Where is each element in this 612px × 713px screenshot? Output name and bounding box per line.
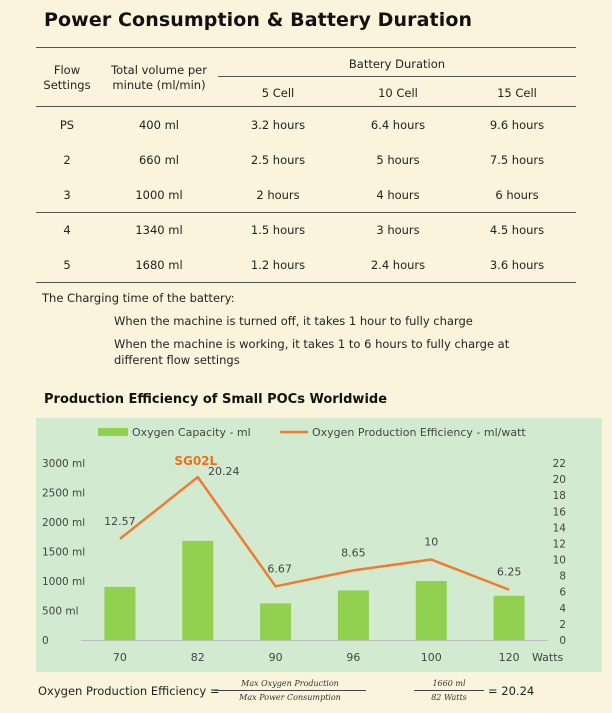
- flow-cell: 5: [63, 258, 71, 272]
- category-label: 90: [269, 651, 283, 664]
- charging-heading: The Charging time of the battery:: [42, 291, 235, 305]
- cell-5-duration: 1.2 hours: [250, 258, 306, 272]
- header-5-cell: 5 Cell: [261, 86, 295, 100]
- annotation-label: SG02L: [174, 454, 217, 468]
- category-label: 82: [191, 651, 205, 664]
- charging-off-note: When the machine is turned off, it takes…: [114, 314, 473, 328]
- right-tick-label: 4: [559, 603, 566, 615]
- cell-10-duration: 5 hours: [376, 153, 420, 167]
- volume-cell: 1000 ml: [135, 188, 183, 202]
- left-tick-label: 0: [42, 635, 49, 647]
- right-tick-label: 20: [553, 474, 566, 486]
- category-label: 70: [113, 651, 127, 664]
- table-bottom-rule: [36, 282, 576, 283]
- formula-value-numerator: 1660 ml: [432, 679, 466, 688]
- header-15-cell: 15 Cell: [497, 86, 537, 100]
- charging-working-note: When the machine is working, it takes 1 …: [114, 337, 510, 367]
- cell-15-duration: 4.5 hours: [489, 223, 545, 237]
- right-tick-label: 22: [553, 458, 566, 470]
- group-header-rule: [218, 76, 576, 77]
- bar: [493, 595, 525, 640]
- legend-bar-swatch: [98, 428, 128, 436]
- category-label: 120: [499, 651, 520, 664]
- efficiency-chart: Oxygen Capacity - ml Oxygen Production Ef…: [42, 426, 567, 664]
- legend-label: Oxygen Production Efficiency - ml/watt: [312, 426, 526, 439]
- volume-cell: 400 ml: [138, 118, 179, 132]
- left-tick-label: 2500 ml: [42, 488, 85, 500]
- cell-10-duration: 4 hours: [376, 188, 420, 202]
- formula-value-fraction: 1660 ml 82 Watts: [414, 679, 484, 702]
- header-flow-settings: Flow Settings: [43, 63, 91, 92]
- data-label: 8.65: [341, 546, 366, 559]
- cell-15-duration: 6 hours: [495, 188, 539, 202]
- mid-table-rule: [36, 212, 576, 213]
- table-top-rule: [36, 47, 576, 48]
- data-label: 10: [424, 536, 438, 549]
- cell-5-duration: 1.5 hours: [250, 223, 306, 237]
- category-label: 96: [346, 651, 360, 664]
- left-tick-label: 3000 ml: [42, 458, 85, 470]
- chart-section-title: Production Efficiency of Small POCs Worl…: [44, 392, 388, 407]
- data-label: 6.67: [267, 562, 292, 575]
- cell-5-duration: 2.5 hours: [250, 153, 306, 167]
- x-unit-label: Watts: [532, 651, 564, 664]
- right-tick-label: 0: [559, 635, 566, 647]
- formula-result: = 20.24: [488, 684, 535, 698]
- fraction-bar: [214, 690, 366, 691]
- flow-cell: 2: [63, 153, 71, 167]
- data-label: 20.24: [208, 465, 240, 478]
- cell-5-duration: 2 hours: [256, 188, 300, 202]
- formula-label: Oxygen Production Efficiency =: [38, 684, 220, 698]
- cell-10-duration: 6.4 hours: [370, 118, 426, 132]
- left-tick-label: 2000 ml: [42, 517, 85, 529]
- data-label: 6.25: [497, 566, 522, 579]
- right-tick-label: 6: [559, 587, 566, 599]
- bar: [182, 540, 214, 640]
- flow-cell: 3: [63, 188, 71, 202]
- flow-cell: 4: [63, 223, 71, 237]
- fraction-bar: [414, 690, 484, 691]
- cell-5-duration: 3.2 hours: [250, 118, 306, 132]
- volume-cell: 660 ml: [138, 153, 179, 167]
- cell-10-duration: 2.4 hours: [370, 258, 426, 272]
- formula-fraction: Max Oxygen Production Max Power Consumpt…: [214, 679, 366, 702]
- legend-label: Oxygen Capacity - ml: [132, 426, 251, 439]
- bar: [104, 586, 136, 640]
- cell-15-duration: 9.6 hours: [489, 118, 545, 132]
- bar: [415, 581, 447, 640]
- cell-15-duration: 3.6 hours: [489, 258, 545, 272]
- efficiency-line: [119, 475, 510, 591]
- header-battery-duration: Battery Duration: [348, 57, 446, 71]
- left-tick-label: 500 ml: [42, 606, 79, 618]
- volume-cell: 1680 ml: [135, 258, 183, 272]
- page-title: Power Consumption & Battery Duration: [44, 9, 473, 31]
- header-total-volume: Total volume per minute (ml/min): [111, 63, 207, 92]
- formula-denominator: Max Power Consumption: [239, 693, 341, 702]
- right-tick-label: 12: [553, 538, 566, 550]
- data-label: 12.57: [104, 515, 135, 528]
- right-tick-label: 2: [559, 619, 566, 631]
- right-tick-label: 16: [553, 506, 567, 518]
- header-10-cell: 10 Cell: [378, 86, 418, 100]
- right-tick-label: 10: [553, 555, 566, 567]
- category-label: 100: [421, 651, 442, 664]
- volume-cell: 1340 ml: [135, 223, 183, 237]
- right-tick-label: 8: [559, 571, 566, 583]
- left-tick-label: 1000 ml: [42, 576, 85, 588]
- cell-10-duration: 3 hours: [376, 223, 420, 237]
- formula-numerator: Max Oxygen Production: [241, 679, 339, 688]
- formula-value-denominator: 82 Watts: [431, 693, 467, 702]
- cell-15-duration: 7.5 hours: [489, 153, 545, 167]
- left-tick-label: 1500 ml: [42, 547, 85, 559]
- bar: [260, 603, 292, 640]
- flow-cell: PS: [59, 118, 75, 132]
- bar: [337, 590, 369, 640]
- right-tick-label: 14: [553, 522, 567, 534]
- right-tick-label: 18: [553, 490, 566, 502]
- header-bottom-rule: [36, 106, 576, 107]
